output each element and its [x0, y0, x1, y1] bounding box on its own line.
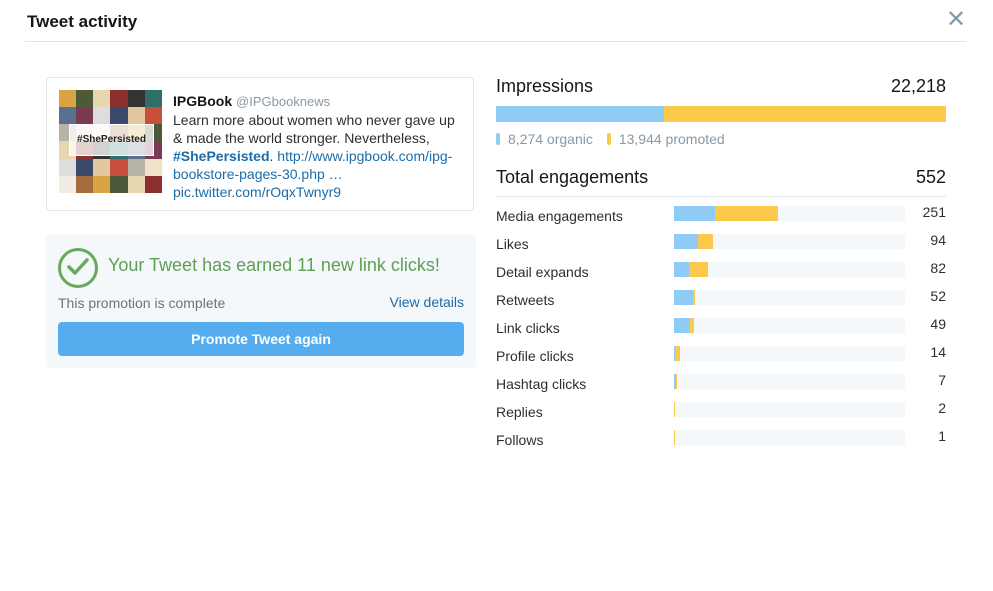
engagement-row-label: Hashtag clicks [496, 376, 587, 392]
engagement-bar-track [674, 318, 905, 333]
promotion-status: This promotion is complete [58, 295, 226, 311]
engagement-row: Follows 1 [496, 424, 946, 452]
engagement-promoted-segment [692, 290, 696, 305]
engagement-organic-segment [674, 318, 690, 333]
engagement-organic-segment [674, 346, 676, 361]
tweet-text-after: . [269, 148, 278, 164]
engagement-row-value: 14 [930, 344, 946, 360]
engagement-bar-track [674, 402, 905, 417]
engagement-row-value: 1 [938, 428, 946, 444]
engagement-row: Replies 2 [496, 396, 946, 424]
engagement-organic-segment [674, 262, 689, 277]
engagement-row: Link clicks 49 [496, 312, 946, 340]
engagement-bar-track [674, 206, 905, 221]
promote-tweet-again-button[interactable]: Promote Tweet again [58, 322, 464, 356]
thumbnail-hashtag: #ShePersisted [69, 124, 154, 156]
tweet-text-before: Learn more about women who never gave up… [173, 112, 455, 146]
tweet-url-link[interactable]: http://www.ipgbook.com/ipg-bookstore-pag… [173, 148, 453, 182]
close-icon[interactable]: ✕ [946, 6, 967, 33]
engagement-promoted-segment [689, 318, 695, 333]
impressions-organic-segment [496, 106, 664, 122]
engagement-row-label: Link clicks [496, 320, 560, 336]
engagement-row-label: Profile clicks [496, 348, 574, 364]
engagement-row: Media engagements 251 [496, 200, 946, 228]
engagement-row-value: 82 [930, 260, 946, 276]
tweet-card[interactable]: #ShePersisted IPGBook @IPGbooknews Learn… [46, 77, 474, 211]
engagement-row-label: Likes [496, 236, 529, 252]
engagement-bar-track [674, 374, 905, 389]
engagement-promoted-segment [715, 206, 778, 221]
promotion-panel: Your Tweet has earned 11 new link clicks… [46, 234, 476, 368]
legend-organic: 8,274 organic [496, 131, 593, 147]
engagements-divider [496, 196, 946, 197]
engagement-organic-segment [674, 290, 693, 305]
engagement-row-value: 2 [938, 400, 946, 416]
engagement-row-value: 251 [922, 204, 946, 220]
engagement-organic-segment [674, 206, 716, 221]
engagement-promoted-segment [675, 374, 677, 389]
engagement-row: Likes 94 [496, 228, 946, 256]
engagement-row: Detail expands 82 [496, 256, 946, 284]
impressions-label: Impressions [496, 76, 594, 96]
legend-promoted-label: 13,944 promoted [618, 131, 725, 147]
organic-swatch-icon [496, 133, 500, 145]
engagement-row-value: 7 [938, 372, 946, 388]
engagement-row-value: 94 [930, 232, 946, 248]
impressions-legend: 8,274 organic 13,944 promoted [496, 131, 725, 147]
engagement-row-label: Follows [496, 432, 544, 448]
engagement-row: Retweets 52 [496, 284, 946, 312]
tweet-pic-link[interactable]: pic.twitter.com/rOqxTwnyr9 [173, 184, 342, 200]
engagement-row: Hashtag clicks 7 [496, 368, 946, 396]
legend-organic-label: 8,274 organic [508, 131, 593, 147]
engagement-promoted-segment [675, 346, 680, 361]
impressions-bar [496, 106, 946, 122]
modal-title: Tweet activity [27, 12, 138, 31]
engagement-promoted-segment [697, 234, 713, 249]
impressions-total: 22,218 [890, 76, 946, 96]
impressions-promoted-segment [663, 106, 946, 122]
check-circle-icon [58, 248, 98, 288]
engagement-bar-track [674, 290, 905, 305]
engagements-label: Total engagements [496, 167, 649, 187]
engagement-organic-segment [674, 374, 676, 389]
view-details-link[interactable]: View details [389, 294, 464, 310]
engagement-bar-track [674, 346, 905, 361]
engagement-row-label: Replies [496, 404, 543, 420]
engagement-row-label: Detail expands [496, 264, 589, 280]
engagement-row-label: Retweets [496, 292, 555, 308]
modal-header: Tweet activity ✕ [25, 0, 966, 42]
engagements-list: Media engagements 251 Likes 94 Detail expand… [496, 200, 946, 452]
tweet-hashtag-link[interactable]: #ShePersisted [173, 148, 270, 164]
engagement-row-label: Media engagements [496, 208, 623, 224]
engagement-row-value: 49 [930, 316, 946, 332]
engagement-bar-track [674, 430, 905, 445]
tweet-body: IPGBook @IPGbooknews Learn more about wo… [173, 92, 465, 201]
engagement-bar-track [674, 234, 905, 249]
engagement-row-value: 52 [930, 288, 946, 304]
tweet-author-name[interactable]: IPGBook [173, 93, 233, 109]
engagement-bar-track [674, 262, 905, 277]
tweet-text: Learn more about women who never gave up… [173, 111, 465, 201]
engagement-row: Profile clicks 14 [496, 340, 946, 368]
legend-promoted: 13,944 promoted [606, 131, 725, 147]
promotion-headline: Your Tweet has earned 11 new link clicks… [108, 255, 440, 275]
promoted-swatch-icon [606, 133, 611, 145]
engagement-promoted-segment [688, 262, 708, 277]
tweet-thumbnail[interactable]: #ShePersisted [59, 90, 162, 193]
engagement-organic-segment [674, 234, 698, 249]
tweet-author-handle[interactable]: @IPGbooknews [236, 94, 331, 109]
engagements-total: 552 [915, 167, 946, 187]
